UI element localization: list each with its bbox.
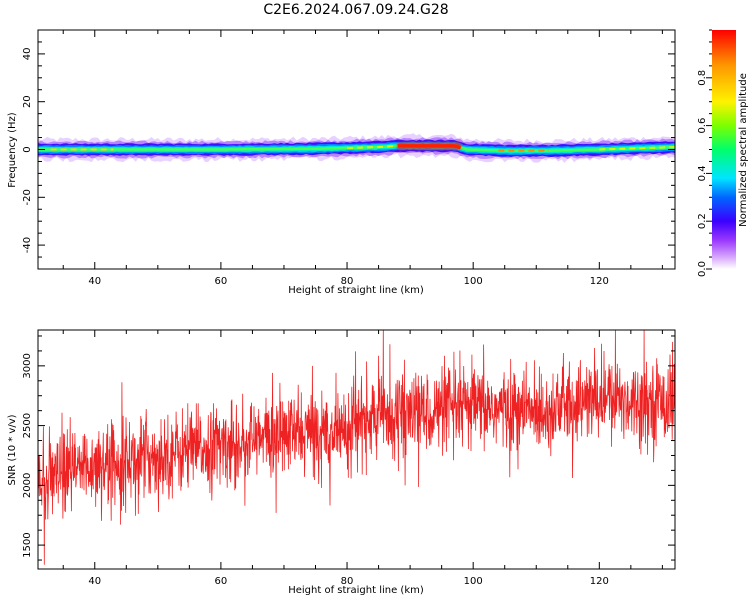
colorbar: 0.0 0.2 0.4 0.6 0.8 Normalized spectral ampl… <box>697 29 749 277</box>
snr-x-tick-label: 100 <box>464 576 483 587</box>
colorbar-tick-label: 0.6 <box>697 118 708 134</box>
snr-x-tick-label: 60 <box>215 576 228 587</box>
spectrogram-y-tick-label: -20 <box>22 189 33 205</box>
colorbar-tick-label: 0.0 <box>697 261 708 277</box>
spectrogram-peak <box>397 143 461 149</box>
colorbar-tick-label: 0.2 <box>697 213 708 229</box>
snr-x-tick-label: 80 <box>341 576 354 587</box>
snr-series-line <box>38 330 675 565</box>
spectrogram-y-tick-label: 20 <box>22 95 33 108</box>
spectrogram-axes: 40 60 80 100 120 -40 -20 0 20 40 <box>22 29 675 287</box>
colorbar-tick-label: 0.8 <box>697 70 708 86</box>
spectrogram-x-label: Height of straight line (km) <box>288 285 424 296</box>
spectrogram-y-label: Frequency (Hz) <box>7 112 18 188</box>
figure-title: C2E6.2024.067.09.24.G28 <box>263 2 448 18</box>
spectrogram-panel: 40 60 80 100 120 -40 -20 0 20 40 Height of straig… <box>7 29 676 296</box>
spectrogram-y-tick-label: -40 <box>22 237 33 253</box>
spectrogram-x-tick-label: 80 <box>341 276 354 287</box>
snr-panel: 40 60 80 100 120 1500 2000 2500 3000 Height of s… <box>7 329 676 596</box>
spectrogram-y-tick-label: 40 <box>22 48 33 61</box>
spectrogram-x-tick-label: 60 <box>215 276 228 287</box>
snr-axes: 40 60 80 100 120 1500 2000 2500 3000 <box>22 330 675 587</box>
spectrogram-band-core <box>38 144 675 152</box>
spectrogram-x-tick-label: 40 <box>88 276 101 287</box>
snr-x-tick-label: 40 <box>88 576 101 587</box>
snr-y-tick-label: 3000 <box>22 353 33 378</box>
colorbar-ticks: 0.0 0.2 0.4 0.6 0.8 <box>697 29 712 277</box>
colorbar-tick-label: 0.4 <box>697 165 708 181</box>
spectrogram-hot-segment <box>347 144 398 149</box>
snr-x-label: Height of straight line (km) <box>288 585 424 596</box>
spectrogram-y-tick-label: 0 <box>22 146 33 152</box>
snr-y-tick-label: 1500 <box>22 532 33 557</box>
spectrogram-x-tick-label: 100 <box>464 276 483 287</box>
colorbar-gradient <box>712 30 736 269</box>
spectrogram-hot-segment <box>599 146 675 151</box>
snr-y-tick-label: 2500 <box>22 413 33 438</box>
spectrogram-x-tick-label: 120 <box>590 276 609 287</box>
snr-y-label: SNR (10 * v/v) <box>7 414 18 485</box>
snr-frame <box>37 329 676 570</box>
snr-x-tick-label: 120 <box>590 576 609 587</box>
colorbar-label: Normalized spectral amplitude <box>738 73 749 227</box>
snr-y-tick-label: 2000 <box>22 473 33 498</box>
spectrogram-heatmap <box>38 133 675 163</box>
